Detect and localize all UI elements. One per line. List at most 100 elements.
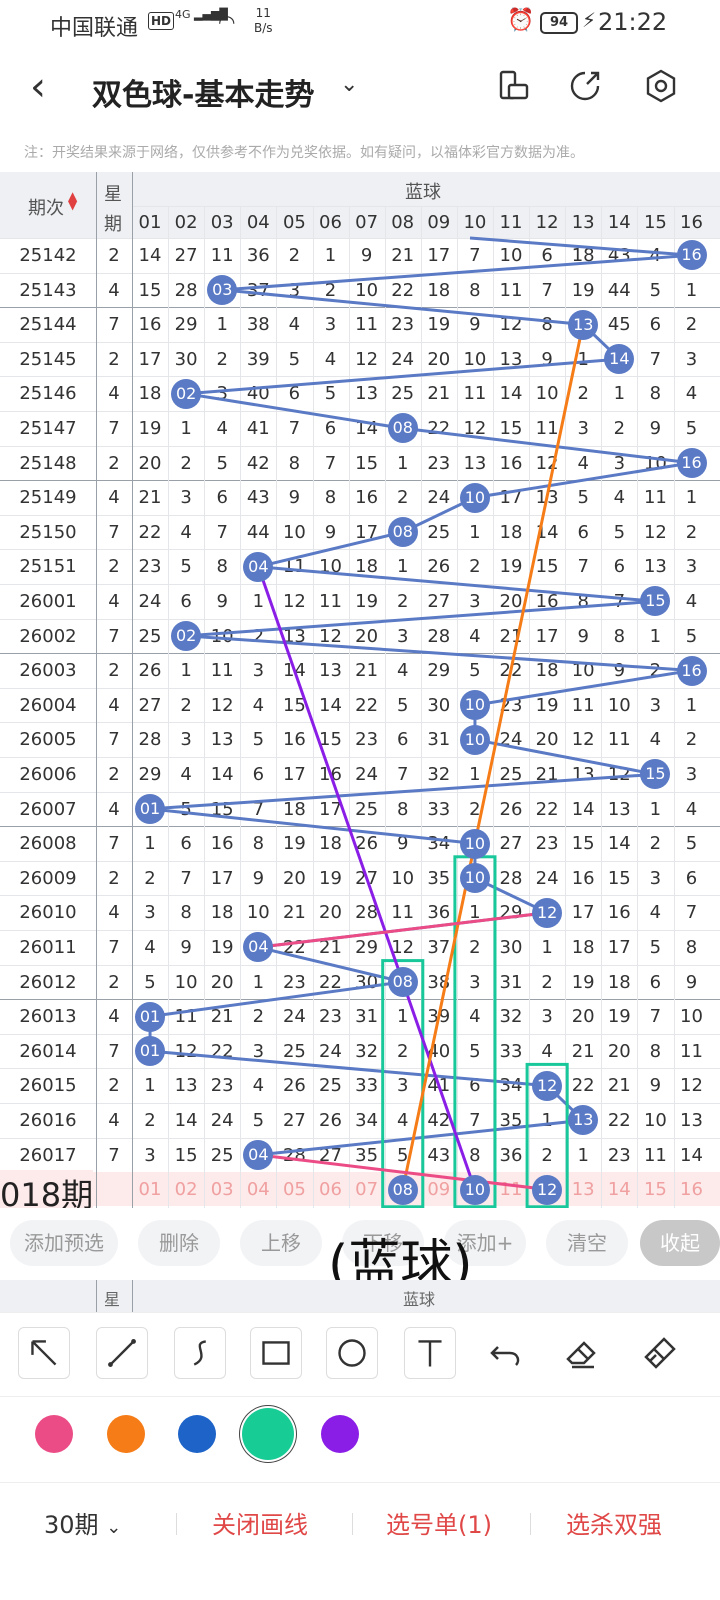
collapse-button[interactable]: 收起	[640, 1220, 720, 1266]
close-draw-button[interactable]: 关闭画线	[212, 1511, 308, 1539]
candidate-number[interactable]: 01	[138, 1179, 162, 1201]
move-down-button[interactable]: 下移	[342, 1220, 424, 1266]
settings-icon[interactable]	[643, 68, 679, 104]
candidate-number[interactable]: 09	[427, 1179, 451, 1201]
weekday-cell: 7	[108, 937, 120, 958]
undo-icon[interactable]	[480, 1327, 532, 1379]
column-header: 07	[355, 212, 379, 233]
miss-count-cell: 34	[355, 1110, 379, 1131]
miss-count-cell: 6	[324, 418, 337, 439]
curve-tool-icon[interactable]	[174, 1327, 226, 1379]
clear-button[interactable]: 清空	[546, 1220, 628, 1266]
miss-count-cell: 7	[649, 348, 662, 370]
grid-line	[348, 206, 350, 1208]
clear-brush-icon[interactable]	[634, 1327, 686, 1379]
period-selector[interactable]: 30期 ⌄	[44, 1511, 122, 1539]
line-tool-icon[interactable]	[96, 1327, 148, 1379]
miss-count-cell: 19	[355, 591, 379, 612]
color-swatch[interactable]	[35, 1415, 73, 1453]
miss-count-cell: 19	[319, 867, 342, 889]
miss-count-cell: 17	[319, 798, 342, 820]
column-header: 12	[535, 212, 559, 233]
phone-landscape-icon[interactable]	[495, 68, 531, 104]
candidate-number[interactable]: 03	[210, 1179, 234, 1201]
miss-count-cell: 19	[571, 279, 595, 301]
page-title[interactable]: 双色球-基本走势	[92, 78, 315, 113]
miss-count-cell: 17	[571, 902, 595, 924]
grid-line	[0, 895, 720, 897]
issue-number: 25150	[19, 521, 77, 543]
move-up-button[interactable]: 上移	[240, 1220, 322, 1266]
eraser-icon[interactable]	[556, 1327, 608, 1379]
weekday-cell: 7	[108, 833, 120, 855]
back-icon[interactable]: ‹	[30, 64, 46, 110]
selected-candidate-ball[interactable]: 08	[387, 1174, 418, 1205]
miss-count-cell: 1	[649, 798, 662, 820]
text-tool-icon[interactable]	[404, 1327, 456, 1379]
delete-button[interactable]: 删除	[138, 1220, 220, 1266]
miss-count-cell: 7	[469, 245, 481, 266]
weekday-cell: 7	[108, 729, 120, 751]
miss-count-cell: 32	[427, 764, 451, 785]
candidate-number[interactable]: 14	[607, 1179, 631, 1201]
issue-number: 26016	[19, 1110, 77, 1131]
miss-count-cell: 37	[427, 937, 451, 958]
selected-candidate-ball[interactable]: 10	[459, 1174, 490, 1205]
candidate-number[interactable]: 16	[680, 1179, 703, 1201]
grid-line	[0, 1103, 720, 1104]
circle-tool-icon[interactable]	[326, 1327, 378, 1379]
arrow-tool-icon[interactable]	[18, 1327, 70, 1379]
miss-count-cell: 9	[216, 591, 228, 612]
miss-count-cell: 18	[535, 660, 559, 682]
column-header: 05	[282, 212, 306, 233]
trend-line-segment	[186, 357, 620, 396]
miss-count-cell: 25	[138, 625, 162, 647]
selected-candidate-ball[interactable]: 12	[532, 1174, 563, 1205]
kill-double-button[interactable]: 选杀双强	[566, 1511, 662, 1539]
grid-line	[673, 206, 675, 1208]
miss-count-cell: 17	[138, 348, 162, 370]
miss-count-cell: 12	[680, 1075, 703, 1097]
grid-line	[0, 341, 720, 343]
issue-header[interactable]: 期次	[28, 198, 64, 219]
miss-count-cell: 5	[288, 348, 301, 370]
candidate-number[interactable]: 04	[246, 1179, 270, 1201]
rectangle-tool-icon[interactable]	[250, 1327, 302, 1379]
selection-list-button[interactable]: 选号单(1)	[386, 1511, 492, 1539]
miss-count-cell: 6	[649, 971, 662, 993]
miss-count-cell: 15	[355, 452, 379, 474]
miss-count-cell: 4	[144, 937, 156, 958]
miss-count-cell: 21	[138, 487, 162, 509]
candidate-number[interactable]: 06	[319, 1179, 342, 1201]
miss-count-cell: 4	[252, 694, 265, 716]
candidate-number[interactable]: 15	[643, 1179, 667, 1201]
miss-count-cell: 5	[685, 625, 698, 647]
miss-count-cell: 23	[355, 729, 379, 751]
drawn-rectangle	[381, 959, 425, 1208]
chevron-down-icon[interactable]: ⌄	[340, 72, 359, 97]
sort-icon[interactable]: ▲ ▼	[68, 189, 78, 212]
miss-count-cell: 25	[282, 1040, 306, 1062]
miss-count-cell: 2	[216, 348, 228, 370]
grid-line	[0, 584, 720, 585]
add-preselect-button[interactable]: 添加预选	[10, 1220, 118, 1266]
candidate-number[interactable]: 05	[282, 1179, 306, 1201]
miss-count-cell: 30	[499, 937, 523, 958]
share-icon[interactable]	[567, 68, 603, 104]
miss-count-cell: 45	[607, 314, 631, 336]
miss-count-cell: 18	[138, 383, 162, 405]
miss-count-cell: 3	[469, 591, 481, 612]
current-period-label: 018期	[0, 1170, 94, 1208]
candidate-number[interactable]: 07	[355, 1179, 379, 1201]
color-swatch[interactable]	[107, 1415, 145, 1453]
miss-count-cell: 1	[469, 521, 481, 543]
candidate-number[interactable]: 13	[571, 1179, 595, 1201]
grid-line	[96, 172, 97, 1208]
candidate-number[interactable]: 02	[174, 1179, 198, 1201]
color-swatch[interactable]	[242, 1408, 294, 1460]
issue-number: 25149	[19, 487, 77, 509]
carrier-label: 中国联通	[50, 16, 139, 41]
add-button[interactable]: 添加+	[444, 1220, 526, 1266]
color-swatch[interactable]	[321, 1415, 359, 1453]
color-swatch[interactable]	[178, 1415, 216, 1453]
